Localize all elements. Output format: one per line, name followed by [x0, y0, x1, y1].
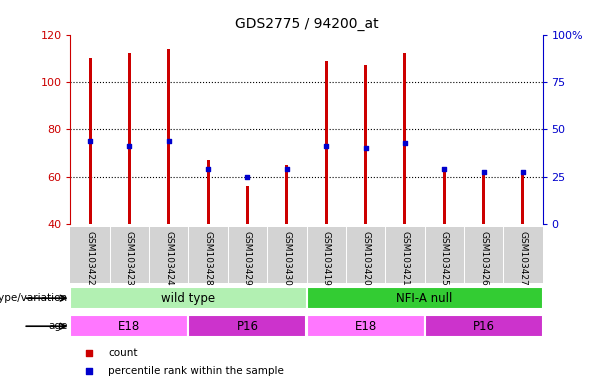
Text: GSM103429: GSM103429 [243, 232, 252, 286]
Text: GSM103419: GSM103419 [322, 232, 330, 286]
Point [479, 169, 489, 175]
Bar [128, 53, 131, 224]
Text: GSM103421: GSM103421 [400, 232, 409, 286]
Point [400, 140, 409, 146]
Bar [306, 315, 424, 338]
Bar [89, 58, 92, 224]
Text: GSM103428: GSM103428 [204, 232, 213, 286]
Text: GSM103420: GSM103420 [361, 232, 370, 286]
Text: E18: E18 [354, 320, 376, 333]
Bar [403, 53, 406, 224]
Text: GSM103425: GSM103425 [440, 232, 449, 286]
Bar [364, 65, 367, 224]
Bar [521, 174, 524, 224]
Text: count: count [109, 348, 138, 358]
Text: E18: E18 [118, 320, 140, 333]
Point [124, 143, 134, 149]
Text: GSM103422: GSM103422 [86, 232, 94, 286]
Text: NFI-A null: NFI-A null [397, 292, 452, 305]
Bar [246, 186, 249, 224]
Point [204, 166, 213, 172]
Point [85, 138, 95, 144]
Text: P16: P16 [237, 320, 259, 333]
Point [518, 169, 528, 175]
Text: age: age [48, 321, 67, 331]
Text: P16: P16 [473, 320, 495, 333]
Point [85, 350, 94, 356]
Bar [325, 61, 328, 224]
Title: GDS2775 / 94200_at: GDS2775 / 94200_at [235, 17, 378, 31]
Bar [306, 287, 543, 310]
Text: GSM103427: GSM103427 [519, 232, 527, 286]
Bar [70, 287, 306, 310]
Point [360, 145, 370, 151]
Point [164, 138, 173, 144]
Point [243, 174, 253, 180]
Text: GSM103430: GSM103430 [283, 232, 291, 286]
Point [321, 143, 331, 149]
Text: GSM103424: GSM103424 [164, 232, 173, 286]
Bar [443, 172, 446, 224]
Text: wild type: wild type [161, 292, 216, 305]
Text: GSM103426: GSM103426 [479, 232, 488, 286]
Bar [285, 165, 288, 224]
Bar [482, 174, 485, 224]
Text: percentile rank within the sample: percentile rank within the sample [109, 366, 284, 376]
Point [282, 166, 292, 172]
Point [440, 166, 449, 172]
Bar [189, 315, 306, 338]
Text: genotype/variation: genotype/variation [0, 293, 67, 303]
Text: GSM103423: GSM103423 [125, 232, 134, 286]
Bar [167, 49, 170, 224]
Bar [424, 315, 543, 338]
Bar [207, 160, 210, 224]
Point [85, 367, 94, 374]
Bar [70, 315, 189, 338]
